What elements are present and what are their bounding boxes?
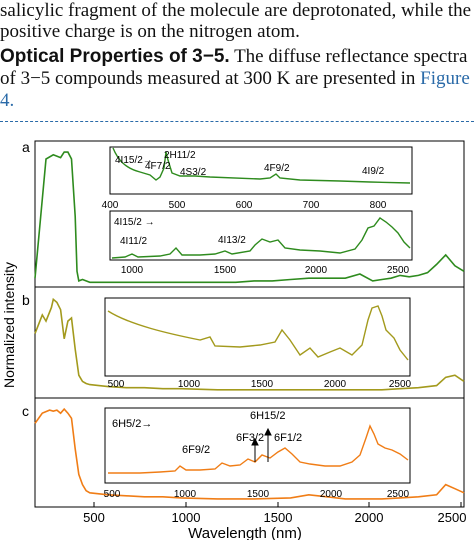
inset-c-ticks: 500 1000 1500 2000 2500: [104, 489, 410, 500]
inset-b-tick-2000: 2000: [324, 379, 347, 390]
inset-a1-ticks: 400 500 600 700 800: [102, 200, 387, 211]
inset-a1-transition-labels: 4I15/2→ 4F7/2 2H11/2 4S3/2 4F9/2 4I9/2: [115, 150, 385, 178]
body-text-line-1: salicylic fragment of the molecule are d…: [0, 0, 472, 21]
body-text-line-3: Optical Properties of 3−5. The diffuse r…: [0, 46, 467, 68]
label-4i9-2: 4I9/2: [362, 166, 385, 177]
inset-a1: 400 500 600 700 800 4I15/2→ 4F7/2 2H11/2…: [102, 146, 413, 211]
inset-a1-tick-400: 400: [102, 200, 119, 211]
series-a-line: [34, 151, 465, 284]
x-axis-label: Wavelength (nm): [188, 525, 302, 540]
label-6h5-2: 6H5/2→: [112, 418, 152, 430]
inset-c-transition-labels: 6H5/2→ 6F9/2 6F3/2 6H15/2 6F1/2: [112, 410, 302, 456]
inset-b-ticks: 500 1000 1500 2000 2500: [108, 379, 412, 390]
inset-a2-transition-labels: 4I15/2 → 4I11/2 4I13/2: [114, 217, 246, 247]
inset-b: 500 1000 1500 2000 2500: [104, 297, 412, 390]
body-text-line-4-text: of 3−5 compounds measured at 300 K are p…: [0, 68, 421, 89]
panel-letter-c: c: [22, 403, 29, 419]
series-c-line: [34, 407, 465, 500]
inset-a2-tick-2000: 2000: [305, 265, 328, 276]
inset-a1-frame: [109, 146, 413, 195]
body-text-line-2: positive charge is on the nitrogen atom.: [0, 21, 300, 42]
inset-b-tick-1500: 1500: [251, 379, 274, 390]
label-2h11-2: 2H11/2: [164, 150, 196, 161]
x-tick-500: 500: [83, 510, 105, 525]
label-4i11-2: 4I11/2: [120, 236, 147, 247]
body-text-line-3-rest: The diffuse reflectance spectra: [229, 46, 468, 67]
figure-frame: [34, 140, 465, 508]
inset-c-curve: [108, 424, 409, 474]
spectra-figure: a b c Normalized intensity Wavelength (n…: [1, 139, 466, 540]
inset-b-tick-1000: 1000: [178, 379, 201, 390]
inset-b-frame: [104, 297, 411, 377]
body-text-line-5: 4.: [0, 90, 14, 112]
inset-a2-ticks: 1000 1500 2000 2500: [121, 265, 410, 276]
inset-a1-tick-800: 800: [370, 200, 387, 211]
inset-a2-tick-1500: 1500: [214, 265, 237, 276]
figure-link-number[interactable]: 4.: [0, 90, 15, 111]
inset-a1-tick-500: 500: [169, 200, 186, 211]
panel-letter-a: a: [22, 139, 30, 155]
figure-separator: [0, 121, 474, 122]
x-tick-2500: 2500: [438, 510, 467, 525]
inset-c-tick-1500: 1500: [247, 489, 270, 500]
label-4i15-2-a2: 4I15/2 →: [114, 217, 155, 228]
panel-letter-b: b: [22, 292, 30, 308]
inset-b-tick-500: 500: [108, 379, 125, 390]
inset-c-tick-1000: 1000: [174, 489, 197, 500]
figure-axes: a b c Normalized intensity Wavelength (n…: [1, 139, 466, 540]
inset-c-arrows: [251, 427, 272, 462]
inset-b-tick-2500: 2500: [389, 379, 412, 390]
x-axis-ticks: 500 1000 1500 2000 2500: [83, 502, 466, 525]
inset-a2-tick-2500: 2500: [387, 265, 410, 276]
inset-c-tick-2000: 2000: [320, 489, 343, 500]
figure-link[interactable]: Figure: [420, 68, 470, 89]
label-6f1-2: 6F1/2: [274, 432, 302, 444]
body-text-line-4: of 3−5 compounds measured at 300 K are p…: [0, 68, 470, 90]
inset-c-tick-2500: 2500: [387, 489, 410, 500]
x-tick-1500: 1500: [264, 510, 293, 525]
inset-a2: 1000 1500 2000 2500 4I15/2 → 4I11/2 4I13…: [109, 210, 413, 276]
x-tick-2000: 2000: [355, 510, 384, 525]
label-4i13-2: 4I13/2: [218, 235, 246, 246]
inset-a1-tick-600: 600: [236, 200, 253, 211]
label-4i15-2-a1: 4I15/2→: [115, 155, 153, 166]
inset-b-curve: [107, 305, 409, 361]
label-4s3-2: 4S3/2: [180, 167, 207, 178]
inset-a2-frame: [109, 210, 413, 261]
inset-c-tick-500: 500: [104, 489, 121, 500]
inset-a1-tick-700: 700: [303, 200, 320, 211]
x-tick-1000: 1000: [172, 510, 201, 525]
label-6f3-2: 6F3/2: [236, 432, 264, 444]
label-4f7-2: 4F7/2: [145, 161, 171, 172]
label-6h15-2: 6H15/2: [250, 410, 285, 422]
section-heading: Optical Properties of 3−5.: [0, 46, 230, 67]
inset-a2-tick-1000: 1000: [121, 265, 144, 276]
inset-a1-curve: [112, 147, 411, 184]
label-4f9-2: 4F9/2: [264, 163, 290, 174]
inset-a2-curve: [111, 217, 411, 259]
series-b-line: [34, 297, 465, 391]
inset-c: 500 1000 1500 2000 2500 6H5/2→ 6F9/2 6F3…: [104, 407, 411, 500]
label-6f9-2: 6F9/2: [182, 444, 210, 456]
y-axis-label: Normalized intensity: [1, 262, 17, 388]
